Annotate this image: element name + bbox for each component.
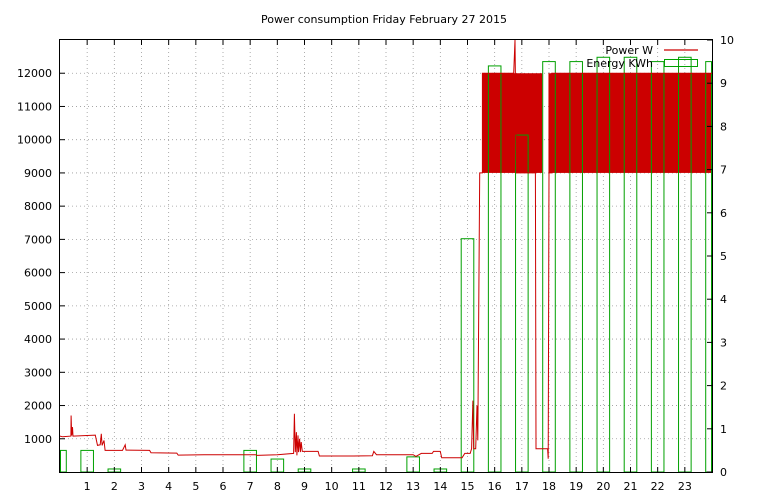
x-tick-label: 18 (542, 480, 556, 493)
y2-tick-label: 6 (720, 207, 727, 220)
x-tick-label: 19 (569, 480, 583, 493)
x-tick-label: 16 (488, 480, 502, 493)
energy-bar (60, 449, 67, 473)
power-oscillation-band (482, 73, 543, 173)
plot-frame (59, 39, 713, 473)
x-tick-label: 21 (624, 480, 638, 493)
y-tick-label: 6000 (24, 267, 52, 280)
y2-tick-label: 4 (720, 293, 727, 306)
y-tick-label: 8000 (24, 200, 52, 213)
x-tick-label: 22 (651, 480, 665, 493)
x-tick-label: 3 (138, 480, 145, 493)
y2-tick-label: 2 (720, 380, 727, 393)
y2-tick-label: 9 (720, 77, 727, 90)
x-tick-label: 1 (84, 480, 91, 493)
x-tick-label: 4 (165, 480, 172, 493)
x-tick-label: 14 (433, 480, 447, 493)
chart-title: Power consumption Friday February 27 201… (261, 13, 507, 26)
x-tick-label: 7 (247, 480, 254, 493)
y-tick-label: 3000 (24, 366, 52, 379)
grid-lines (60, 40, 712, 472)
x-tick-label: 20 (596, 480, 610, 493)
x-tick-label: 15 (461, 480, 475, 493)
x-tick-label: 12 (379, 480, 393, 493)
y-tick-label: 9000 (24, 167, 52, 180)
legend: Power W Energy KWh (586, 44, 698, 70)
y2-tick-label: 5 (720, 250, 727, 263)
y-tick-label: 7000 (24, 233, 52, 246)
y2-tick-label: 10 (720, 34, 734, 47)
y-tick-label: 2000 (24, 400, 52, 413)
y2-tick-label: 3 (720, 336, 727, 349)
x-tick-label: 10 (325, 480, 339, 493)
y-tick-label: 1000 (24, 433, 52, 446)
power-oscillation-band (548, 73, 712, 173)
y-tick-label: 12000 (17, 67, 52, 80)
y-tick-label: 10000 (17, 134, 52, 147)
power-series-line (59, 39, 712, 459)
x-tick-label: 13 (406, 480, 420, 493)
y-tick-label: 4000 (24, 333, 52, 346)
axis-ticks: 1 2 3 4 5 6 7 8 9 10 11 12 13 14 15 16 17 18 19 20 21 22 23100… (17, 34, 734, 493)
power-line (59, 39, 712, 459)
energy-bar (515, 134, 529, 473)
x-tick-label: 11 (352, 480, 366, 493)
x-tick-label: 9 (301, 480, 308, 493)
x-tick-label: 17 (515, 480, 529, 493)
legend-swatch-energy (664, 59, 698, 67)
y-tick-label: 11000 (17, 100, 52, 113)
x-tick-label: 8 (274, 480, 281, 493)
legend-label-power: Power W (605, 44, 653, 57)
x-tick-label: 2 (111, 480, 118, 493)
y-tick-label: 5000 (24, 300, 52, 313)
power-fill-area (482, 73, 712, 173)
legend-label-energy: Energy KWh (586, 57, 653, 70)
y2-tick-label: 0 (720, 466, 727, 479)
y2-tick-label: 8 (720, 120, 727, 133)
x-tick-label: 5 (192, 480, 199, 493)
x-tick-label: 23 (678, 480, 692, 493)
y2-tick-label: 1 (720, 423, 727, 436)
y2-tick-label: 7 (720, 164, 727, 177)
x-tick-label: 6 (220, 480, 227, 493)
